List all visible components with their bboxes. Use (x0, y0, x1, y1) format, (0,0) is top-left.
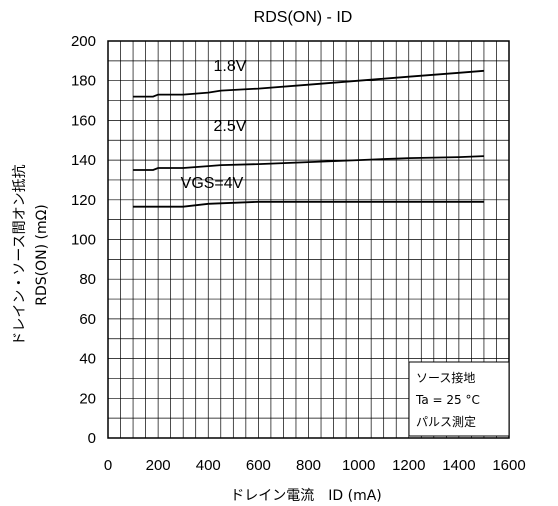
y-axis-label-line1: ドレイン・ソース間オン抵抗 (12, 164, 28, 345)
curve-labels: 1.8V 2.5V VGS=4V (181, 58, 247, 192)
conditions-line-2: Ta = 25 °C (415, 393, 480, 407)
series-label-0: 1.8V (214, 58, 247, 75)
series-label-2: VGS=4V (181, 175, 244, 192)
plot-frame (107, 40, 510, 439)
x-tick-label: 800 (296, 457, 321, 474)
x-tick-label: 400 (196, 457, 221, 474)
conditions-box: ソース接地 Ta = 25 °C パルス測定 (408, 361, 510, 437)
x-tick-label: 0 (104, 457, 112, 474)
y-tick-label: 160 (71, 112, 96, 129)
series-label-1: 2.5V (214, 118, 247, 135)
y-tick-label: 20 (79, 390, 96, 407)
x-tick-label: 1400 (442, 457, 475, 474)
x-axis-ticks: 0 200 400 600 800 1000 1200 1400 1600 (104, 457, 526, 474)
grid (108, 41, 509, 438)
x-axis-label: ドレイン電流 ID (mA) (230, 488, 382, 504)
y-axis-ticks: 0 20 40 60 80 100 120 140 160 180 200 (71, 33, 96, 447)
y-tick-label: 40 (79, 351, 96, 368)
series-line-0 (133, 69, 484, 98)
chart-title: RDS(ON) - ID (254, 9, 353, 26)
y-tick-label: 80 (79, 271, 96, 288)
conditions-box-frame (408, 361, 510, 437)
y-tick-label: 100 (71, 232, 96, 249)
conditions-line-1: ソース接地 (416, 370, 475, 385)
y-axis-label-line2: RDS(ON) (mΩ) (34, 204, 50, 306)
y-tick-label: 0 (88, 430, 96, 447)
series-line-2 (133, 200, 484, 208)
x-tick-label: 200 (146, 457, 171, 474)
x-tick-label: 1000 (342, 457, 375, 474)
conditions-line-3: パルス測定 (416, 414, 476, 429)
y-tick-label: 60 (79, 311, 96, 328)
y-tick-label: 120 (71, 192, 96, 209)
y-tick-label: 180 (71, 73, 96, 90)
x-tick-label: 600 (246, 457, 271, 474)
series-group (133, 69, 484, 208)
x-tick-label: 1600 (492, 457, 525, 474)
series-line-1 (133, 155, 484, 171)
y-tick-label: 140 (71, 152, 96, 169)
y-tick-label: 200 (71, 33, 96, 50)
x-tick-label: 1200 (392, 457, 425, 474)
